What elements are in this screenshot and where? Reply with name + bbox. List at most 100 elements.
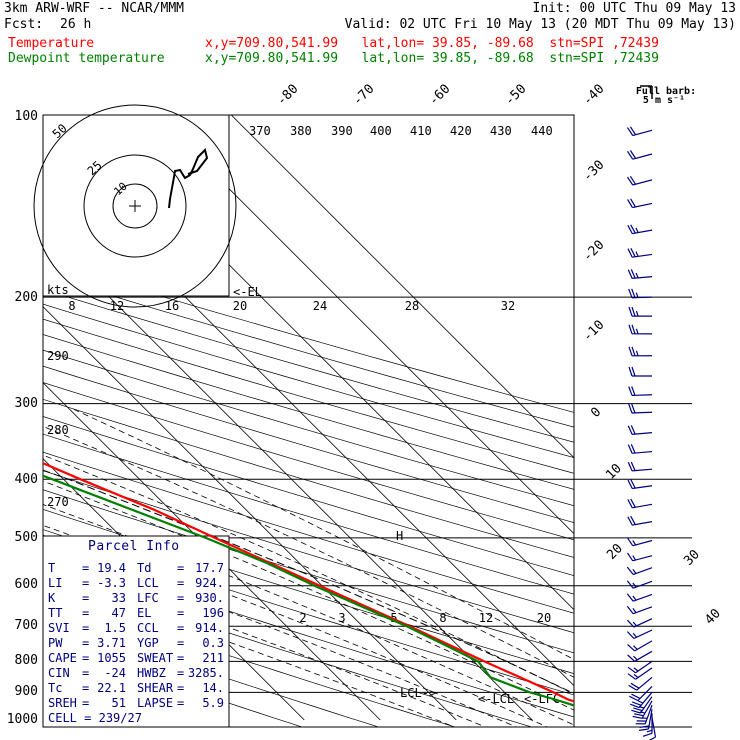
wind-barb xyxy=(627,269,653,279)
wind-barb-flag xyxy=(628,346,633,356)
temperature-legend: Temperature xyxy=(8,36,95,51)
forecast-hour: 26 h xyxy=(60,17,92,32)
parcel-info-box xyxy=(42,535,230,728)
dewpoint-location: x,y=709.80,541.99 lat,lon= 39.85, -89.68… xyxy=(205,51,659,66)
pi-equals: = xyxy=(82,666,90,680)
parcel-info-row: SREH 51 LAPSE 5.9 = = xyxy=(44,696,228,710)
wind-barb xyxy=(628,288,653,299)
wind-barb-staff xyxy=(632,129,653,137)
dry-adiabat-line xyxy=(43,509,574,674)
pi-label: TT xyxy=(48,606,63,620)
pi-label: CIN xyxy=(48,666,70,680)
wind-barb-flag xyxy=(626,176,634,186)
pi-value: 196 xyxy=(202,606,224,620)
moist-adiabat-line xyxy=(43,454,574,695)
wind-barb-staff xyxy=(637,685,653,702)
wind-barb-flag xyxy=(633,655,638,661)
wind-barb-flag xyxy=(628,684,638,691)
wind-barb-staff xyxy=(632,179,653,186)
wind-barb-flag xyxy=(631,346,636,356)
wind-barb-flag xyxy=(631,306,636,317)
parcel-info-row: LI -3.3 LCL 924. = = xyxy=(44,576,228,590)
wind-barb-flag xyxy=(630,479,636,489)
wind-barb-flag xyxy=(626,552,634,562)
wind-speed-axis-label: 28 xyxy=(405,299,419,313)
wind-barb-flag xyxy=(631,403,636,414)
pi-label: SREH xyxy=(48,696,77,710)
pi-equals: = xyxy=(82,651,90,665)
pi-label: Tc xyxy=(48,681,63,695)
pi-equals: = xyxy=(177,591,185,605)
mixing-ratio-label: 2 xyxy=(299,611,306,625)
temperature-label: -50 xyxy=(502,82,529,109)
wind-barb xyxy=(627,461,653,472)
pi-label: EL xyxy=(137,606,152,620)
wind-barb-flag xyxy=(630,248,636,258)
pi-label: CAPE xyxy=(48,651,77,665)
wind-speed-axis-label: 24 xyxy=(313,299,327,313)
wind-barb-flag xyxy=(627,425,633,435)
wind-barb-flag xyxy=(632,568,637,574)
wind-barb-flag xyxy=(642,732,653,737)
wind-barb-flag xyxy=(631,701,642,706)
parcel-info-row: CELL = 239/27 xyxy=(48,711,142,725)
wind-barb-flag xyxy=(626,619,635,628)
wind-barb-staff xyxy=(632,606,653,615)
dry-adiabat-line xyxy=(43,593,457,727)
barb-legend-unit: 5 m s⁻¹ xyxy=(643,95,685,106)
model-title: 3km ARW-WRF -- NCAR/MMM xyxy=(4,1,185,16)
wind-barbs xyxy=(626,126,657,740)
wind-barb-flag xyxy=(626,566,634,575)
dry-adiabat-line xyxy=(43,303,574,458)
wind-barb xyxy=(626,537,653,547)
barb-legend-title: Full barb: xyxy=(636,86,696,97)
wind-barb-flag xyxy=(630,461,636,471)
parcel-info-row: K 33 LFC 930. = = xyxy=(44,591,228,605)
pi-equals: = xyxy=(177,681,185,695)
pi-equals: = xyxy=(177,696,185,710)
wind-barb-flag xyxy=(627,479,633,489)
dry-adiabat-line xyxy=(43,349,574,507)
wind-barb-staff xyxy=(632,229,653,235)
theta-label: 390 xyxy=(331,124,353,138)
pi-equals: = xyxy=(82,636,90,650)
pressure-label: 1000 xyxy=(7,712,38,727)
theta-label: 270 xyxy=(47,495,69,509)
mixing-ratio-label: 8 xyxy=(439,611,446,625)
pi-value: 3.71 xyxy=(97,636,126,650)
dry-adiabat-line xyxy=(43,289,574,443)
wind-barb-flag xyxy=(648,736,656,740)
wind-barb-flag xyxy=(630,269,636,279)
wind-barb-staff xyxy=(632,580,653,589)
pi-value: 33 xyxy=(111,591,126,605)
wind-barb xyxy=(626,593,653,602)
wind-barb-staff xyxy=(644,704,653,725)
parcel-info-panel: Parcel Info T 19.4 Td 17.7 = = LI -3.3 LCL 924. = =… xyxy=(44,538,228,726)
parcel-info-row: PW 3.71 YGP 0.3 = = xyxy=(44,636,228,650)
temperature-label: -20 xyxy=(580,238,607,265)
pi-label: SVI xyxy=(48,621,70,635)
wind-barb-flag xyxy=(626,580,634,589)
wind-barb-staff xyxy=(632,555,653,562)
wind-barb-flag xyxy=(626,631,635,639)
dry-adiabat-line xyxy=(43,274,574,428)
wind-barb-staff xyxy=(641,700,653,719)
moist-adiabat-line xyxy=(70,407,574,660)
wind-barb-staff xyxy=(632,153,653,160)
wind-barb-flag xyxy=(635,292,639,298)
temperature-profile-line xyxy=(43,461,574,703)
theta-label: 430 xyxy=(490,124,512,138)
wind-barb-flag xyxy=(626,537,634,547)
pi-value: 914. xyxy=(195,621,224,635)
pi-label: HWBZ xyxy=(137,666,166,680)
wind-barb-flag xyxy=(628,386,633,396)
pi-value: 211 xyxy=(202,651,224,665)
moist-adiabat-line xyxy=(43,480,574,711)
theta-label: 290 xyxy=(47,349,69,363)
parcel-info-title: Parcel Info xyxy=(88,539,180,554)
theta-label: 410 xyxy=(410,124,432,138)
mixing-ratio-label: 20 xyxy=(537,611,551,625)
wind-barb-staff xyxy=(634,640,653,652)
